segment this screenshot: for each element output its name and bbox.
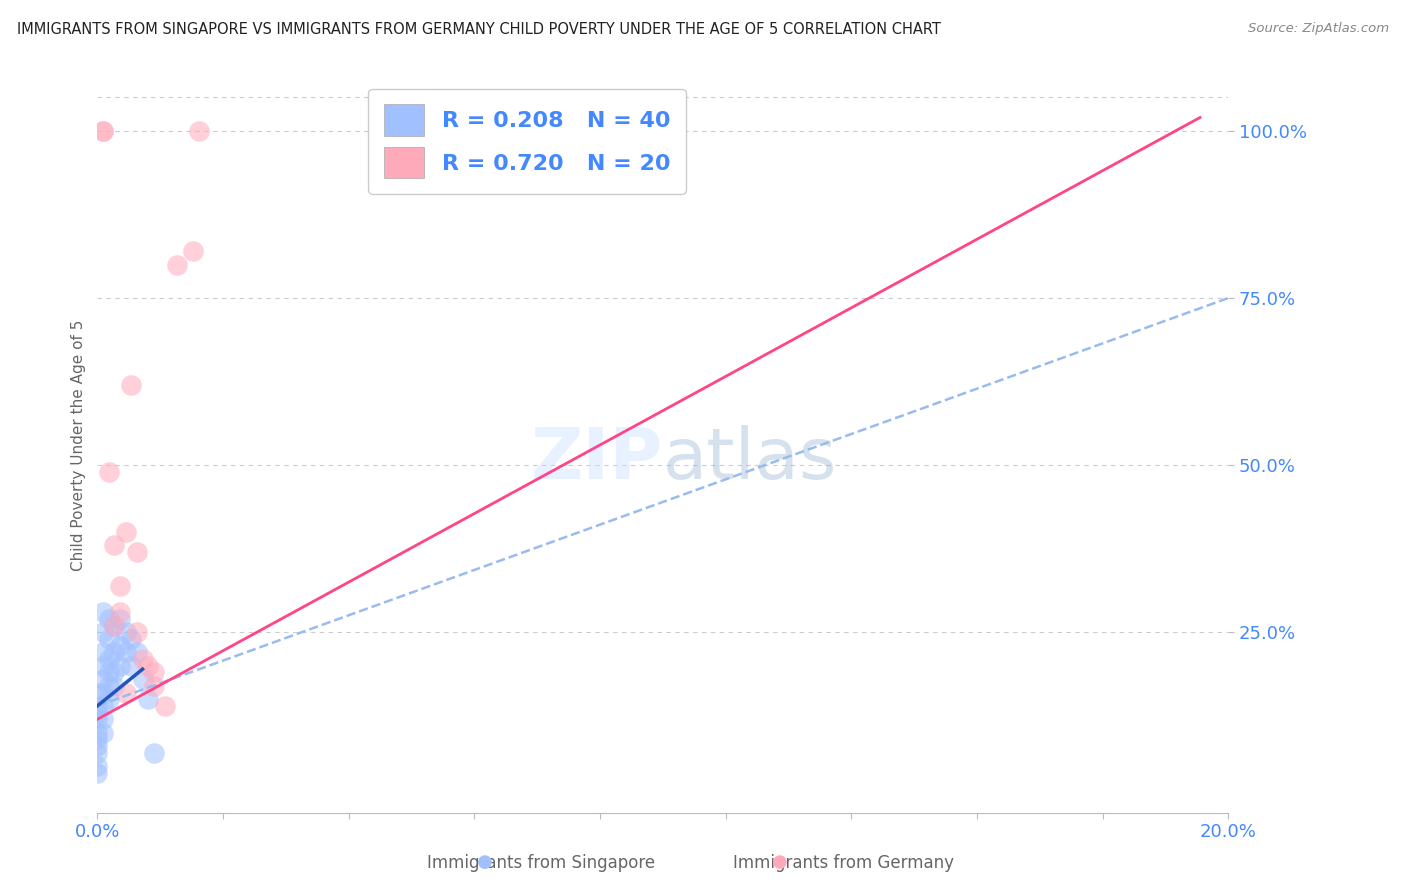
Point: [103, 618, 125, 632]
Point: [86, 759, 108, 773]
Point: [91, 725, 114, 739]
Point: [114, 685, 136, 699]
Point: [125, 545, 148, 559]
Point: [86, 706, 108, 720]
Point: [103, 539, 125, 553]
Point: [91, 605, 114, 619]
Point: [91, 124, 114, 138]
Point: [136, 658, 159, 673]
Point: [114, 525, 136, 540]
Point: [108, 612, 131, 626]
Point: [103, 618, 125, 632]
Point: [131, 672, 153, 686]
Text: ●: ●: [772, 853, 789, 871]
Point: [142, 679, 165, 693]
Point: [97, 652, 120, 666]
Point: [97, 665, 120, 680]
Point: [86, 685, 108, 699]
Point: [131, 652, 153, 666]
Point: [86, 746, 108, 760]
Point: [91, 712, 114, 726]
Point: [86, 765, 108, 780]
Text: IMMIGRANTS FROM SINGAPORE VS IMMIGRANTS FROM GERMANY CHILD POVERTY UNDER THE AGE: IMMIGRANTS FROM SINGAPORE VS IMMIGRANTS …: [17, 22, 941, 37]
Point: [91, 672, 114, 686]
Point: [103, 679, 125, 693]
Point: [142, 746, 165, 760]
Text: Immigrants from Singapore: Immigrants from Singapore: [427, 855, 655, 872]
Point: [188, 124, 211, 138]
Point: [108, 639, 131, 653]
Point: [125, 625, 148, 640]
Point: [91, 124, 114, 138]
Text: Source: ZipAtlas.com: Source: ZipAtlas.com: [1249, 22, 1389, 36]
Point: [108, 658, 131, 673]
Point: [183, 244, 205, 259]
Point: [97, 612, 120, 626]
Point: [86, 732, 108, 747]
Y-axis label: Child Poverty Under the Age of 5: Child Poverty Under the Age of 5: [72, 319, 86, 571]
Point: [125, 645, 148, 659]
Point: [103, 665, 125, 680]
Point: [103, 645, 125, 659]
Text: atlas: atlas: [662, 425, 837, 494]
Point: [108, 578, 131, 592]
Point: [166, 258, 188, 272]
Point: [97, 679, 120, 693]
Point: [120, 378, 142, 392]
Point: [91, 625, 114, 640]
Point: [153, 698, 176, 713]
Point: [91, 685, 114, 699]
Point: [120, 632, 142, 646]
Point: [97, 632, 120, 646]
Text: ZIP: ZIP: [530, 425, 662, 494]
Point: [91, 645, 114, 659]
Point: [120, 658, 142, 673]
Point: [136, 692, 159, 706]
Point: [108, 605, 131, 619]
Point: [142, 665, 165, 680]
Point: [86, 712, 108, 726]
Point: [114, 625, 136, 640]
Point: [97, 465, 120, 479]
Legend: R = 0.208   N = 40, R = 0.720   N = 20: R = 0.208 N = 40, R = 0.720 N = 20: [368, 88, 686, 194]
Point: [86, 739, 108, 753]
Point: [91, 698, 114, 713]
Point: [114, 645, 136, 659]
Text: Immigrants from Germany: Immigrants from Germany: [733, 855, 955, 872]
Text: ●: ●: [477, 853, 494, 871]
Point: [86, 698, 108, 713]
Point: [91, 658, 114, 673]
Point: [97, 692, 120, 706]
Point: [86, 725, 108, 739]
